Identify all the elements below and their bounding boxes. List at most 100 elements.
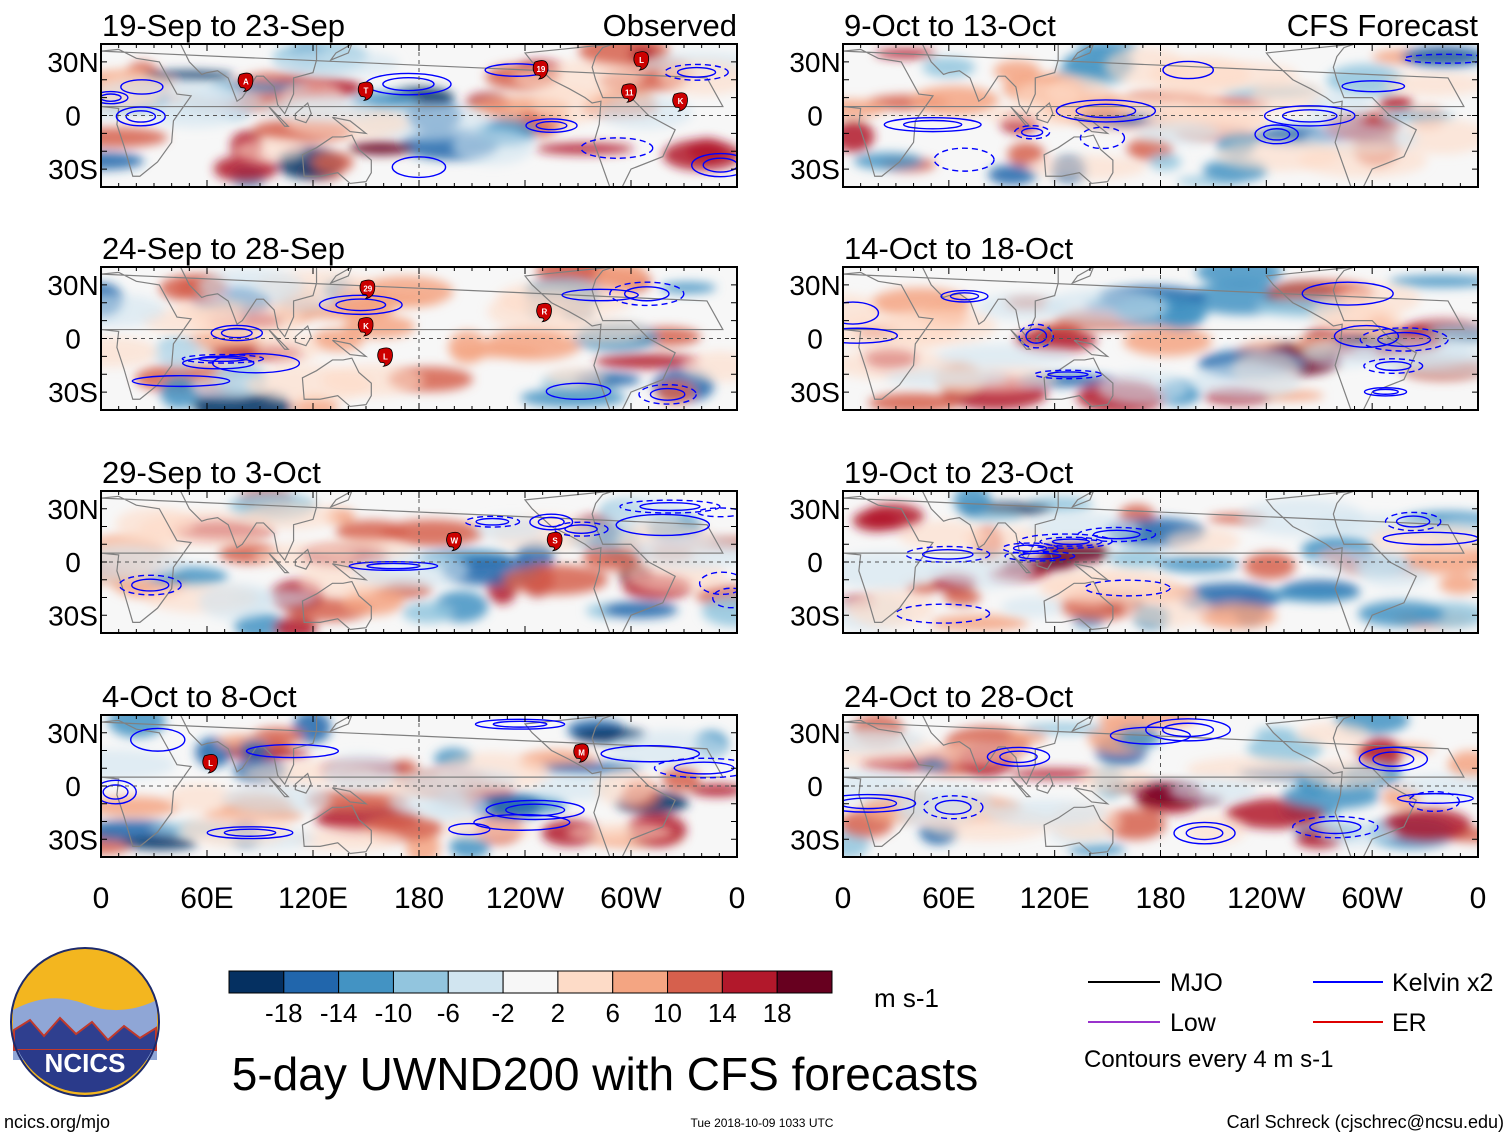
lon-label: 0	[835, 882, 852, 915]
land-outline	[332, 787, 369, 805]
lat-label: 30N	[789, 718, 840, 749]
colorbar-tick-label: 2	[551, 998, 565, 1028]
panel-title: 4-Oct to 8-Oct	[102, 679, 297, 714]
land-outline	[1010, 552, 1032, 574]
land-outline	[179, 491, 318, 562]
land-outline	[179, 267, 318, 338]
land-outline	[1073, 116, 1110, 135]
storm-marker: L	[202, 754, 218, 774]
storm-marker: W	[446, 531, 462, 552]
legend-label-er: ER	[1392, 1009, 1427, 1037]
colorbar-swatch	[721, 970, 778, 994]
land-outline	[328, 715, 353, 733]
land-outline	[523, 44, 676, 187]
lon-label: 0	[1470, 882, 1487, 915]
land-outline	[523, 491, 676, 633]
colorbar-swatch	[392, 970, 449, 994]
land-outline	[1073, 563, 1110, 581]
lon-label: 60E	[922, 882, 975, 915]
land-outline	[921, 715, 1059, 786]
lat-label: 30S	[790, 154, 840, 185]
colorbar-swatch	[776, 970, 833, 994]
land-outline	[328, 44, 353, 62]
lat-label: 0	[807, 324, 823, 355]
land-outline	[1070, 491, 1095, 509]
lat-label: 30N	[789, 494, 840, 525]
land-outline	[101, 495, 724, 623]
lon-axis-forecast: 0 60E 120E 180 120W 60W 0	[835, 882, 1487, 915]
storm-id: M	[578, 748, 585, 757]
land-outline	[301, 134, 372, 185]
land-outline	[1070, 267, 1095, 285]
storm-marker: L	[377, 347, 393, 367]
lat-label: 30S	[48, 600, 98, 631]
land-outline	[843, 495, 1465, 623]
land-outline	[1070, 715, 1095, 733]
lat-label: 30S	[48, 824, 98, 855]
land-outline	[523, 267, 676, 410]
kelvin-contours-fcst-2	[895, 511, 1478, 624]
panel-title: 19-Sep to 23-Sep	[102, 8, 345, 43]
logo-text: NCICS	[45, 1048, 126, 1078]
kelvin-contours-obs-2	[118, 499, 737, 609]
land-outline	[332, 563, 369, 581]
lat-label: 30S	[790, 600, 840, 631]
land-outline	[101, 271, 724, 400]
storm-id: K	[363, 322, 369, 331]
land-outline	[1036, 101, 1054, 124]
land-outline	[301, 804, 372, 855]
storm-marker: 19	[532, 60, 549, 80]
lon-label: 180	[1135, 882, 1185, 915]
colorbar-swatch	[612, 970, 669, 994]
land-outline	[268, 106, 290, 127]
land-outline	[1010, 329, 1032, 350]
land-outline	[1010, 106, 1032, 127]
land-outline	[294, 548, 312, 570]
panel-title: 14-Oct to 18-Oct	[844, 231, 1074, 266]
colorbar-swatch	[283, 970, 340, 994]
lon-label: 120E	[1020, 882, 1090, 915]
land-outline	[268, 329, 290, 350]
storm-marker: K	[672, 92, 688, 112]
land-outline	[294, 324, 312, 347]
land-outline	[101, 48, 724, 177]
lon-label: 60E	[180, 882, 233, 915]
storm-id: 29	[363, 284, 372, 293]
land-outline	[179, 44, 318, 115]
colorbar-swatch	[338, 970, 394, 994]
land-outline	[1070, 44, 1095, 62]
colorbar-tick-label: -14	[320, 998, 358, 1028]
land-outline	[294, 772, 312, 794]
land-outline	[1010, 776, 1032, 798]
footer-left: ncics.org/mjo	[4, 1112, 110, 1132]
legend-label-kelvin: Kelvin x2	[1392, 969, 1493, 997]
lat-label: 30S	[48, 377, 98, 408]
lat-label: 30N	[47, 270, 98, 301]
land-outline	[294, 101, 312, 124]
kelvin-contours-fcst-0	[883, 53, 1478, 172]
footer-right: Carl Schreck (cjschrec@ncsu.edu)	[1227, 1112, 1504, 1132]
storm-marker: A	[237, 72, 254, 93]
colorbar-tick-label: 14	[708, 998, 737, 1028]
lat-label: 30S	[790, 377, 840, 408]
land-outline	[843, 48, 1465, 177]
colorbar-tick-label: -6	[437, 998, 460, 1028]
land-outline	[1043, 357, 1114, 408]
land-outline	[268, 552, 290, 574]
land-outline	[1043, 804, 1114, 855]
lat-label: 0	[65, 547, 81, 578]
colorbar-swatch	[667, 970, 723, 994]
panel-title: 29-Sep to 3-Oct	[102, 455, 321, 490]
legend-note: Contours every 4 m s-1	[1084, 1046, 1333, 1073]
lon-axis-observed: 0 60E 120E 180 120W 60W 0	[93, 882, 746, 915]
colorbar-tick-label: -2	[492, 998, 515, 1028]
storm-marker: T	[357, 81, 374, 102]
storm-marker: L	[633, 51, 650, 71]
